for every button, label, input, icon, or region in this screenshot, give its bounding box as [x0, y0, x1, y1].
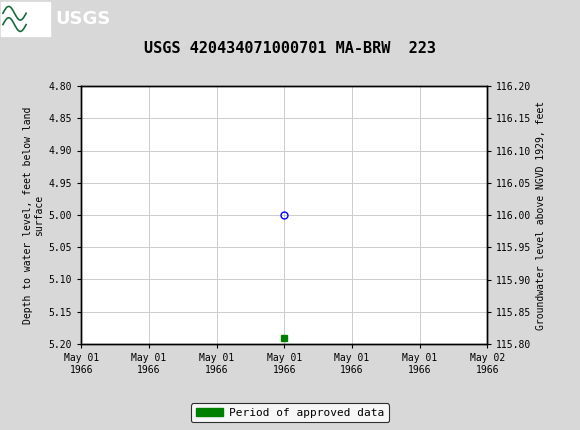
Bar	[1, 2, 50, 36]
Legend: Period of approved data: Period of approved data	[191, 403, 389, 422]
Text: USGS 420434071000701 MA-BRW  223: USGS 420434071000701 MA-BRW 223	[144, 41, 436, 56]
Y-axis label: Depth to water level, feet below land
surface: Depth to water level, feet below land su…	[23, 106, 45, 324]
Y-axis label: Groundwater level above NGVD 1929, feet: Groundwater level above NGVD 1929, feet	[536, 101, 546, 329]
Text: USGS: USGS	[55, 10, 110, 28]
